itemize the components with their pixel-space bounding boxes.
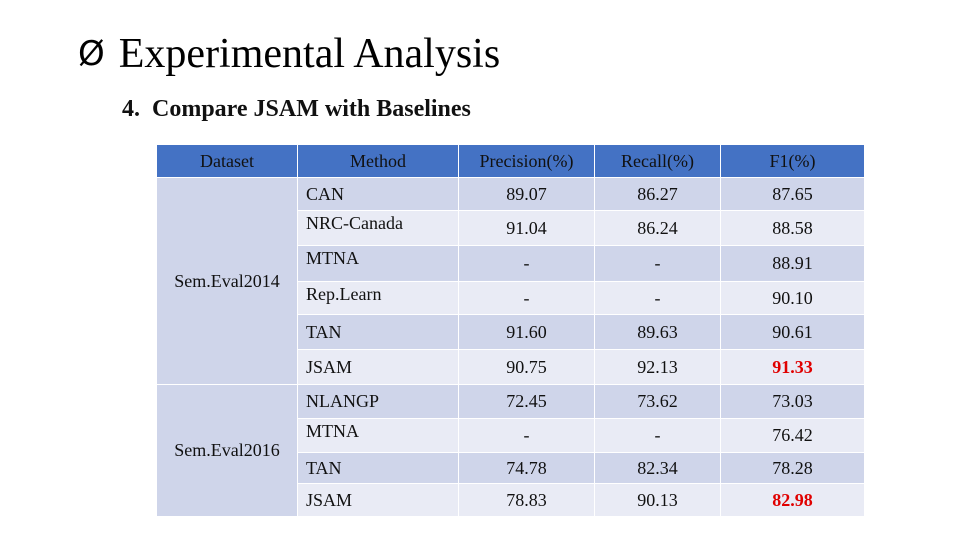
- table-cell-method: NLANGP: [298, 385, 458, 418]
- slide-subtitle: 4. Compare JSAM with Baselines: [122, 96, 471, 123]
- table-cell-method: NRC-Canada: [298, 211, 458, 245]
- table-cell-f1: 76.42: [721, 419, 864, 452]
- table-cell-precision: 78.83: [459, 484, 594, 516]
- dataset-cell-semeval2014: Sem.Eval2014: [157, 178, 297, 384]
- header-method: Method: [298, 145, 458, 177]
- table-cell-recall: 73.62: [595, 385, 720, 418]
- table-cell-f1: 73.03: [721, 385, 864, 418]
- arrow-bullet-icon: Ø: [78, 34, 105, 74]
- table-cell-f1: 90.10: [721, 282, 864, 314]
- table-cell-f1: 88.58: [721, 211, 864, 245]
- table-cell-precision: 72.45: [459, 385, 594, 418]
- header-precision: Precision(%): [459, 145, 594, 177]
- table-cell-recall: 86.27: [595, 178, 720, 210]
- results-table: Dataset Method Precision(%) Recall(%) F1…: [157, 145, 864, 516]
- subtitle-number: 4.: [122, 96, 140, 122]
- dataset-cell-semeval2016: Sem.Eval2016: [157, 385, 297, 516]
- table-cell-recall: 90.13: [595, 484, 720, 516]
- table-cell-method: MTNA: [298, 419, 458, 452]
- table-cell-recall: 92.13: [595, 350, 720, 384]
- table-cell-recall: -: [595, 419, 720, 452]
- table-cell-method: Rep.Learn: [298, 282, 458, 314]
- subtitle-text: Compare JSAM with Baselines: [152, 96, 471, 122]
- table-cell-precision: 91.04: [459, 211, 594, 245]
- table-cell-precision: 74.78: [459, 453, 594, 483]
- table-cell-f1: 82.98: [721, 484, 864, 516]
- table-cell-recall: -: [595, 282, 720, 314]
- table-cell-method: MTNA: [298, 246, 458, 281]
- table-cell-method: TAN: [298, 453, 458, 483]
- table-cell-recall: 89.63: [595, 315, 720, 349]
- table-cell-f1: 88.91: [721, 246, 864, 281]
- table-cell-precision: 90.75: [459, 350, 594, 384]
- table-cell-f1: 87.65: [721, 178, 864, 210]
- header-recall: Recall(%): [595, 145, 720, 177]
- table-cell-recall: -: [595, 246, 720, 281]
- table-cell-precision: -: [459, 419, 594, 452]
- header-dataset: Dataset: [157, 145, 297, 177]
- table-cell-f1: 91.33: [721, 350, 864, 384]
- header-f1: F1(%): [721, 145, 864, 177]
- slide-title-text: Experimental Analysis: [118, 31, 501, 77]
- table-cell-precision: -: [459, 282, 594, 314]
- table-cell-method: CAN: [298, 178, 458, 210]
- table-cell-precision: 89.07: [459, 178, 594, 210]
- table-cell-method: JSAM: [298, 484, 458, 516]
- table-cell-f1: 90.61: [721, 315, 864, 349]
- table-cell-method: TAN: [298, 315, 458, 349]
- table-cell-method: JSAM: [298, 350, 458, 384]
- slide-title: Ø Experimental Analysis: [78, 22, 500, 86]
- table-cell-recall: 82.34: [595, 453, 720, 483]
- table-cell-recall: 86.24: [595, 211, 720, 245]
- table-cell-precision: 91.60: [459, 315, 594, 349]
- table-cell-f1: 78.28: [721, 453, 864, 483]
- table-cell-precision: -: [459, 246, 594, 281]
